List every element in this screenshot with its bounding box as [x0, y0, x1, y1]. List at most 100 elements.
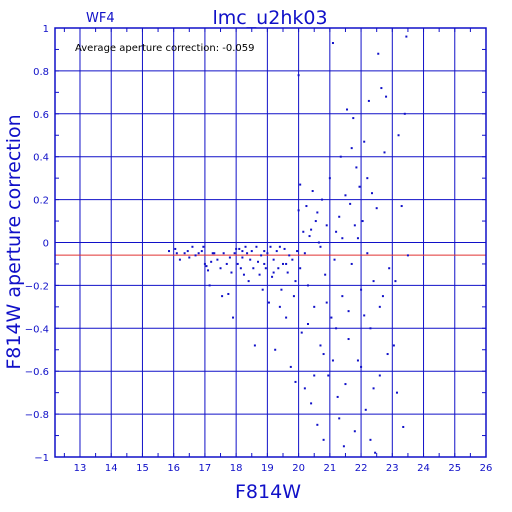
data-point — [222, 252, 225, 255]
data-point — [372, 387, 375, 390]
data-point — [353, 430, 356, 433]
x-tick-labels: 13 14 15 16 17 18 19 20 21 22 23 24 25 26 — [74, 463, 493, 474]
x-tick-label: 25 — [448, 463, 461, 474]
data-point — [360, 288, 363, 291]
data-point — [341, 295, 344, 298]
data-point — [249, 258, 252, 261]
x-tick-label: 18 — [230, 463, 243, 474]
data-point — [188, 256, 191, 259]
data-point — [228, 256, 231, 259]
data-point — [338, 417, 341, 420]
data-point — [294, 380, 297, 383]
data-point — [232, 316, 235, 319]
data-point — [244, 245, 247, 248]
data-point — [352, 117, 355, 120]
data-point — [319, 344, 322, 347]
data-point — [208, 284, 211, 287]
y-tick-label: −1 — [34, 453, 49, 464]
data-point — [271, 275, 274, 278]
data-point — [361, 220, 364, 223]
data-point — [280, 288, 283, 291]
data-point — [378, 305, 381, 308]
data-point — [375, 207, 378, 210]
y-tick-label: −0.8 — [25, 410, 49, 421]
data-point — [202, 245, 205, 248]
data-point — [327, 374, 330, 377]
data-point — [380, 87, 383, 90]
data-point — [314, 220, 317, 223]
data-point — [242, 273, 245, 276]
data-point — [258, 273, 261, 276]
data-point — [277, 267, 280, 270]
data-point — [321, 198, 324, 201]
data-point — [288, 254, 291, 257]
x-tick-label: 26 — [480, 463, 493, 474]
data-point — [230, 271, 233, 274]
data-point — [272, 258, 275, 261]
data-point — [303, 252, 306, 255]
data-point — [386, 353, 389, 356]
data-point — [178, 258, 181, 261]
data-point — [369, 327, 372, 330]
data-point — [335, 327, 338, 330]
data-point — [235, 247, 238, 250]
data-point — [356, 359, 359, 362]
data-point — [377, 52, 380, 55]
data-point — [207, 269, 210, 272]
data-point — [252, 267, 255, 270]
data-point — [353, 224, 356, 227]
data-point — [310, 228, 313, 231]
data-point — [306, 323, 309, 326]
data-point — [366, 252, 369, 255]
data-point — [274, 348, 277, 351]
data-point — [299, 183, 302, 186]
data-point — [346, 108, 349, 111]
x-tick-label: 21 — [323, 463, 336, 474]
y-tick-label: 1 — [43, 24, 49, 35]
data-point — [305, 205, 308, 208]
data-point — [238, 247, 241, 250]
data-point — [341, 237, 344, 240]
data-point — [308, 235, 311, 238]
data-point — [366, 177, 369, 180]
data-point — [313, 305, 316, 308]
data-point — [294, 280, 297, 283]
data-point — [246, 252, 249, 255]
data-point — [272, 271, 275, 274]
data-point — [403, 112, 406, 115]
data-point — [360, 365, 363, 368]
data-point — [216, 258, 219, 261]
x-tick-label: 24 — [417, 463, 430, 474]
data-point — [402, 425, 405, 428]
data-point — [186, 250, 189, 253]
data-point — [203, 262, 206, 265]
data-points — [167, 35, 409, 454]
x-tick-label: 15 — [136, 463, 149, 474]
data-point — [317, 241, 320, 244]
data-point — [325, 301, 328, 304]
data-point — [175, 252, 178, 255]
data-point — [210, 260, 213, 263]
data-point — [319, 245, 322, 248]
data-point — [233, 252, 236, 255]
data-point — [347, 310, 350, 313]
x-axis-label: F814W — [235, 481, 301, 503]
data-point — [406, 254, 409, 257]
data-point — [263, 250, 266, 253]
data-point — [236, 262, 239, 265]
data-point — [397, 134, 400, 137]
y-tick-label: −0.4 — [25, 324, 49, 335]
data-point — [303, 387, 306, 390]
data-point — [291, 258, 294, 261]
data-point — [205, 265, 208, 268]
data-point — [241, 250, 244, 253]
x-tick-label: 23 — [386, 463, 399, 474]
y-tick-label: 0.4 — [33, 153, 49, 164]
data-point — [266, 252, 269, 255]
data-point — [194, 254, 197, 257]
data-point — [388, 267, 391, 270]
x-tick-label: 14 — [105, 463, 118, 474]
data-point — [227, 292, 230, 295]
data-point — [183, 252, 186, 255]
